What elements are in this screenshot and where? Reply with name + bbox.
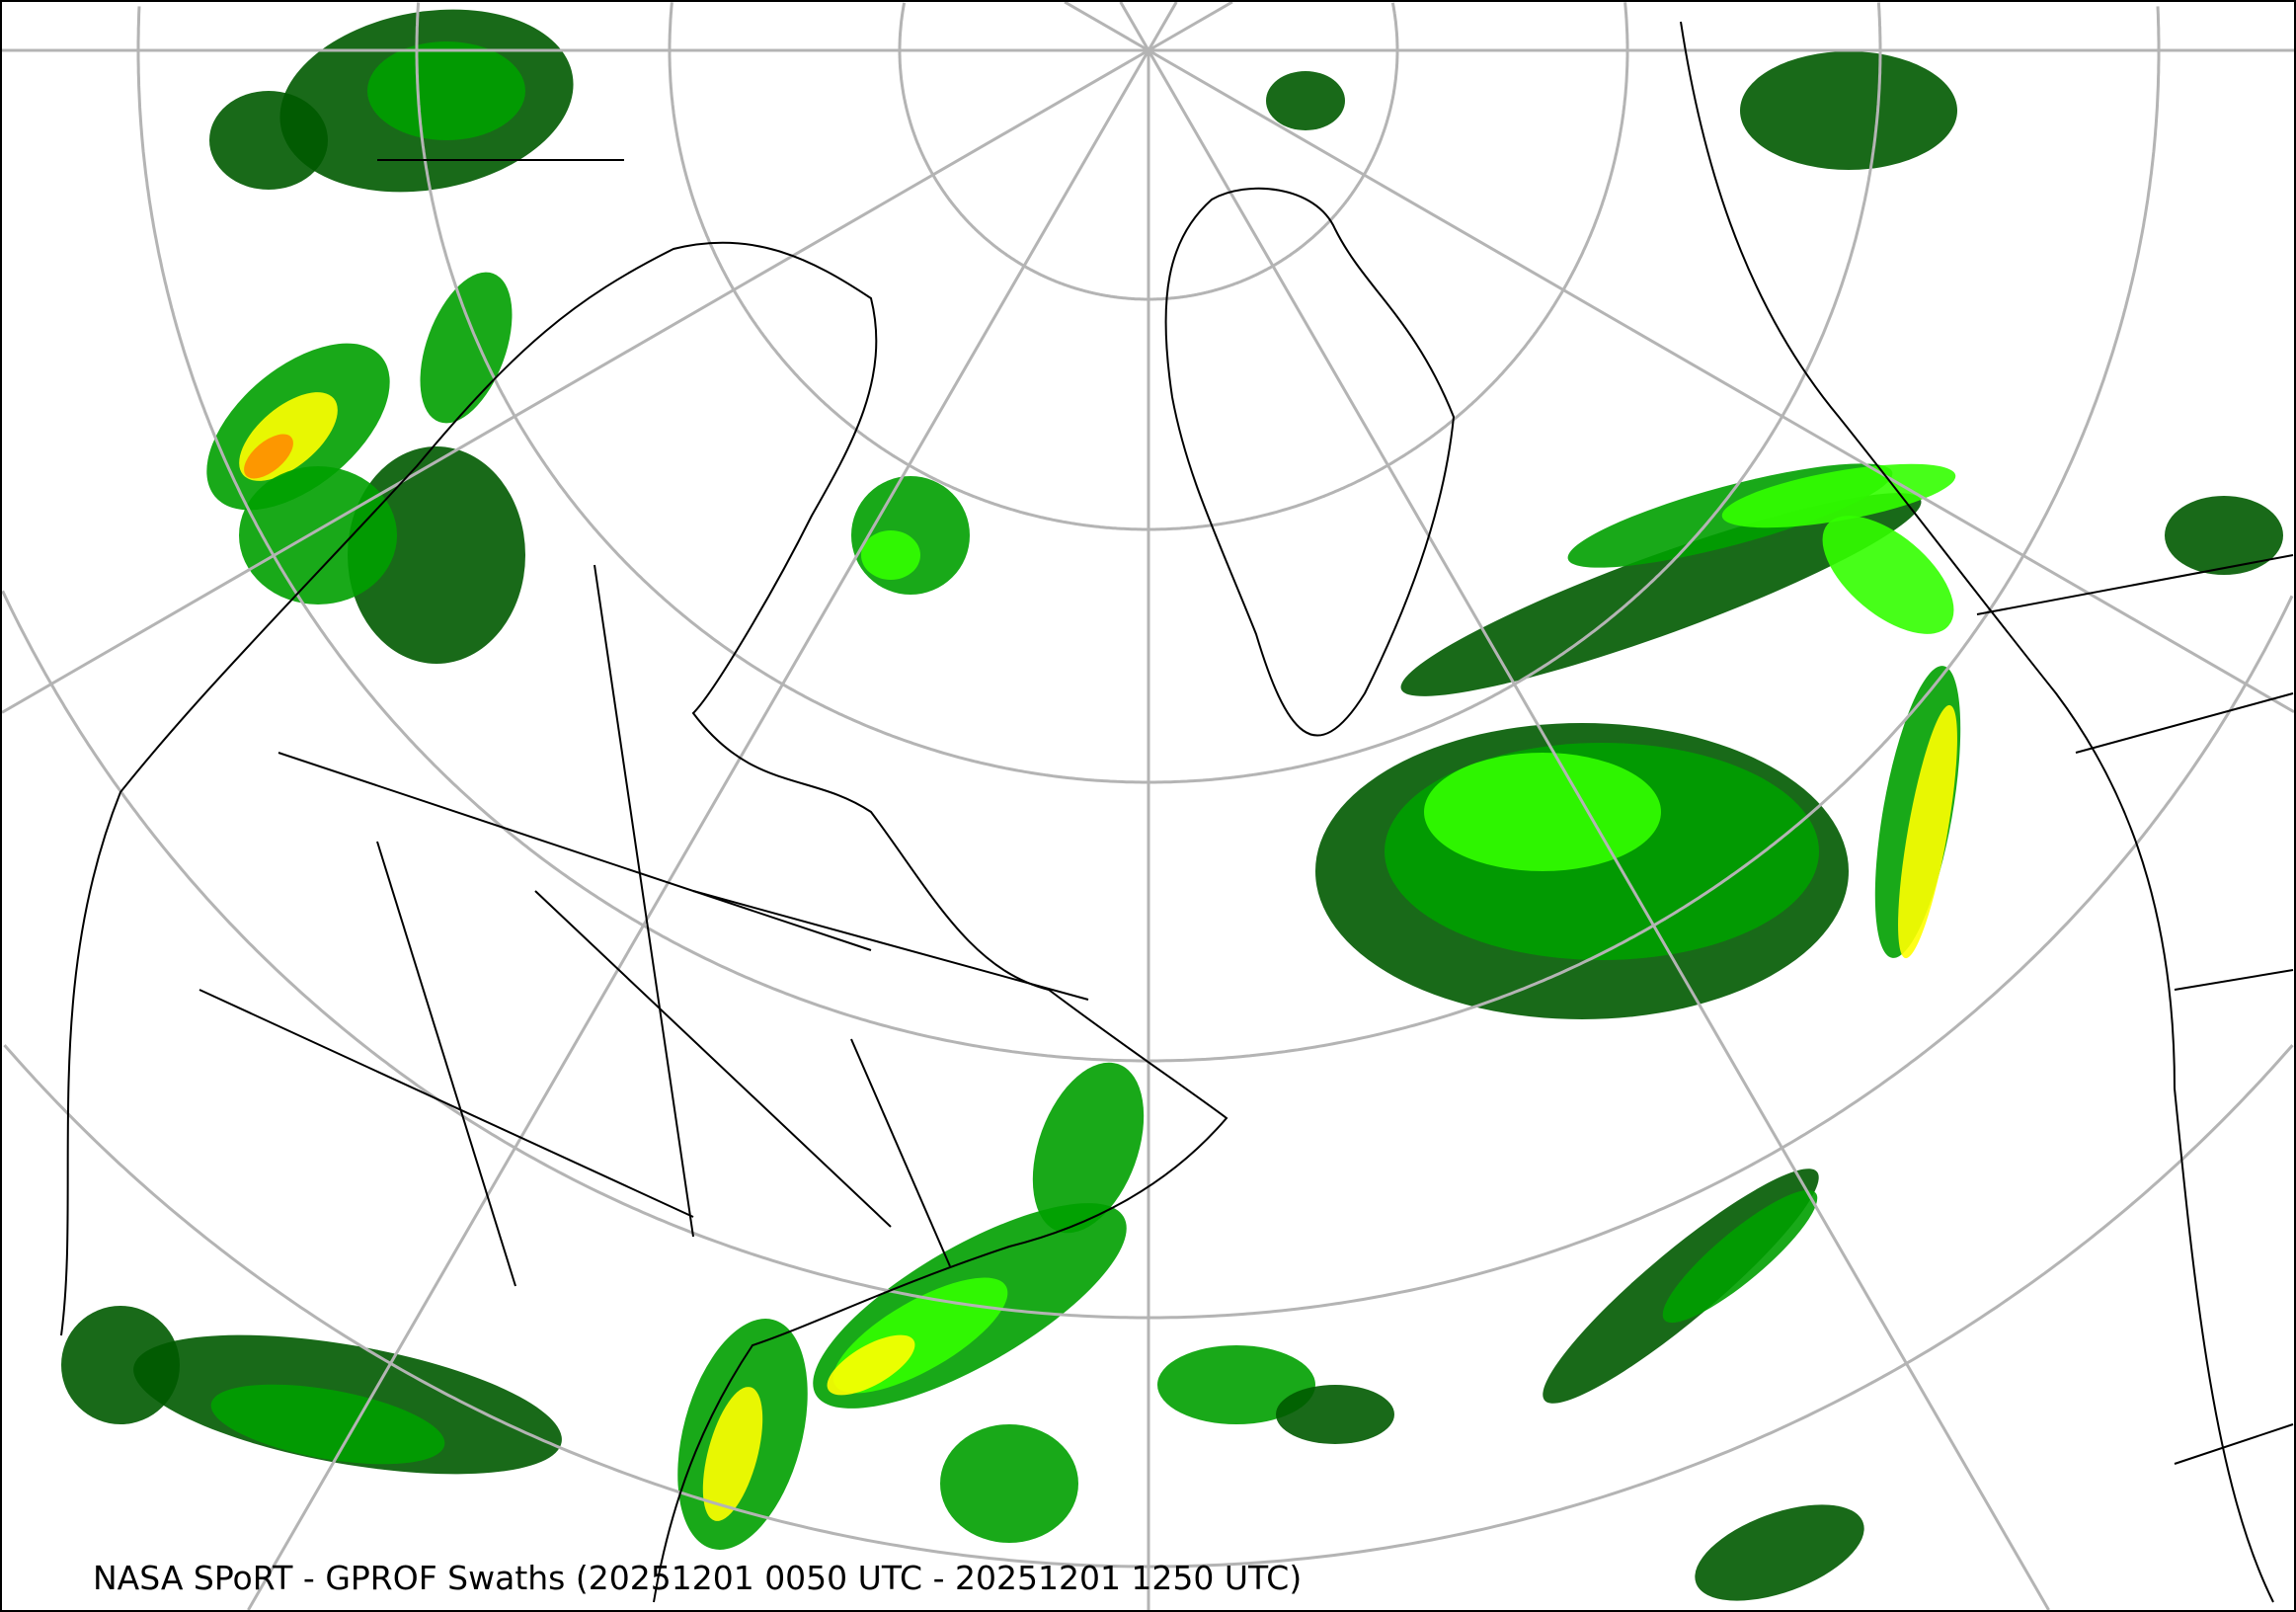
precipitation-area bbox=[210, 1384, 445, 1465]
precipitation-area bbox=[367, 41, 525, 140]
precipitation-area bbox=[1898, 704, 1957, 959]
meridian-line bbox=[1064, 2, 1149, 52]
precipitation-area bbox=[1424, 753, 1661, 871]
latitude-circle bbox=[2156, 6, 2161, 50]
boundary-line bbox=[277, 752, 872, 951]
precipitation-area bbox=[702, 1387, 763, 1521]
latitude-circle bbox=[136, 6, 2161, 1063]
precipitation-area bbox=[244, 434, 293, 479]
boundary-line bbox=[2174, 1423, 2294, 1465]
precipitation-area bbox=[1157, 1345, 1315, 1424]
boundary-line bbox=[1164, 187, 1456, 737]
precipitation-area bbox=[1400, 493, 1922, 696]
meridian-line bbox=[1148, 2, 1233, 52]
latitude-circle bbox=[1876, 2, 1882, 50]
boundary-line bbox=[376, 841, 516, 1287]
precipitation-area bbox=[940, 1424, 1078, 1543]
boundary-line bbox=[534, 890, 892, 1228]
latitude-circle bbox=[898, 2, 1399, 301]
precipitation-area bbox=[1822, 516, 1954, 634]
precipitation-area bbox=[1740, 51, 1957, 170]
precipitation-area bbox=[1721, 463, 1956, 528]
latitude-circle bbox=[1623, 2, 1629, 50]
precipitation-area bbox=[239, 466, 397, 604]
boundary-line bbox=[850, 1038, 951, 1267]
precipitation-area bbox=[61, 1306, 180, 1424]
meridian-line bbox=[247, 49, 1150, 1610]
precipitation-area bbox=[209, 91, 328, 190]
boundary-line bbox=[2075, 692, 2294, 754]
latitude-circle bbox=[2, 590, 2294, 1320]
meridian-line bbox=[2, 48, 1149, 714]
precipitation-area bbox=[2165, 496, 2283, 575]
precipitation-area bbox=[827, 1334, 915, 1396]
precipitation-area bbox=[861, 530, 920, 580]
meridian-line bbox=[1148, 48, 2294, 713]
latitude-circle bbox=[415, 2, 1882, 784]
precipitation-area bbox=[1032, 1062, 1145, 1234]
meridian-line bbox=[1147, 2, 1178, 51]
meridian-line bbox=[1119, 2, 1150, 51]
boundary-line bbox=[2174, 969, 2294, 991]
meridian-line bbox=[1147, 49, 2050, 1610]
boundary-line bbox=[692, 890, 1089, 1001]
precipitation-area bbox=[1266, 71, 1345, 130]
boundary-line bbox=[60, 241, 1228, 1603]
precipitation-area bbox=[348, 446, 525, 664]
boundary-line bbox=[594, 564, 694, 1238]
latitude-circle bbox=[668, 2, 1629, 531]
boundary-line bbox=[1680, 21, 2274, 1603]
boundary-line bbox=[198, 989, 694, 1218]
precipitation-area bbox=[1662, 1189, 1818, 1324]
precipitation-swaths bbox=[61, 9, 2283, 1601]
precipitation-area bbox=[1695, 1504, 1864, 1601]
boundary-line bbox=[1976, 554, 2294, 615]
map-caption: NASA SPoRT - GPROF Swaths (20251201 0050… bbox=[93, 1559, 1303, 1597]
latitude-circle bbox=[1390, 2, 1399, 50]
coastlines-and-borders bbox=[60, 21, 2294, 1603]
precipitation-area bbox=[1276, 1385, 1394, 1444]
